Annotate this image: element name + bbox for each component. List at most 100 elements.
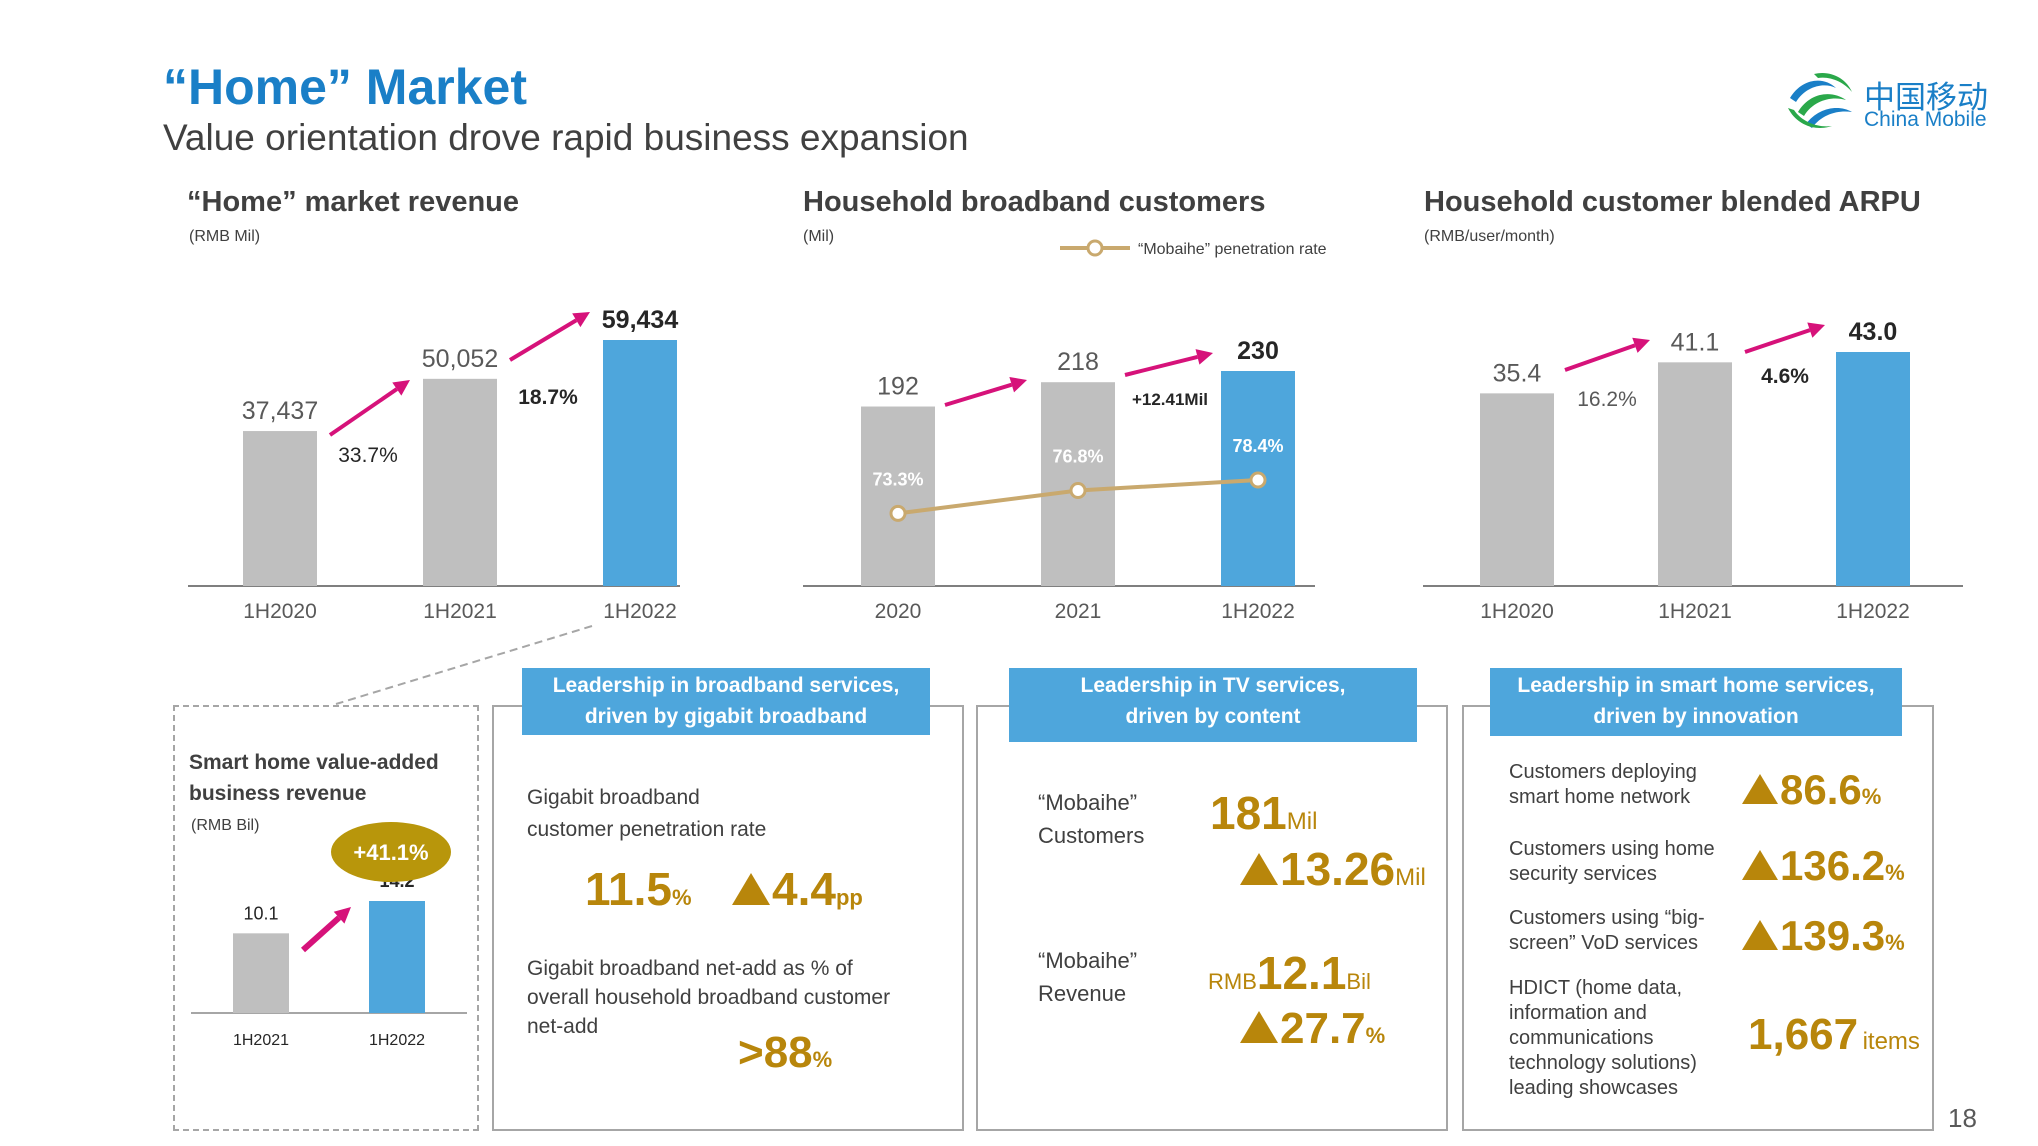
penetration-label: 73.3%: [872, 469, 923, 489]
growth-arrow-head: [572, 312, 590, 328]
bar: [369, 901, 425, 1013]
mobaihe-customers-delta-unit: Mil: [1395, 864, 1426, 891]
connector-line: [335, 625, 593, 705]
hdict-label: HDICT (home data, information and commun…: [1509, 976, 1697, 1101]
mobaihe-revenue-delta-number: 27.7: [1280, 1004, 1366, 1053]
data-label: 230: [1237, 337, 1279, 365]
up-triangle-icon: [1742, 774, 1778, 804]
gigabit-penetration-delta-unit: pp: [835, 885, 863, 910]
mobaihe-customers-label-line1: “Mobaihe”: [1038, 790, 1138, 815]
tick-label: 2021: [1055, 600, 1102, 623]
hdict-unit: items: [1862, 1028, 1920, 1055]
growth-arrow-head: [1009, 377, 1027, 393]
tick-label: 1H2021: [423, 600, 497, 623]
data-label: 50,052: [422, 345, 498, 373]
hdict-number: 1,667: [1748, 1010, 1859, 1059]
gigabit-netadd-value: >88%: [738, 1028, 832, 1078]
mobaihe-customers-label: “Mobaihe” Customers: [1038, 786, 1144, 852]
smarthome-row-label: Customers deploying smart home network: [1509, 760, 1697, 810]
hdict-line2: information and: [1509, 1002, 1647, 1024]
logo-text-en: China Mobile: [1864, 108, 1987, 131]
data-label: 43.0: [1849, 318, 1898, 346]
gigabit-netadd-unit: %: [812, 1047, 833, 1072]
up-triangle-icon: [732, 873, 770, 905]
tick-label: 2020: [875, 600, 922, 623]
gigabit-penetration-unit: %: [672, 885, 692, 910]
gigabit-penetration-value: 11.5%: [585, 862, 692, 916]
tick-label: 1H2021: [233, 1032, 289, 1049]
tick-label: 1H2021: [1658, 600, 1732, 623]
page-title: “Home” Market: [163, 59, 527, 115]
smarthome-row3-line2: screen” VoD services: [1509, 932, 1698, 954]
smarthome-row3-line1: Customers using “big-: [1509, 907, 1705, 929]
smarthome-row-value: 139.3%: [1742, 912, 1905, 960]
tick-label: 1H2022: [1221, 600, 1295, 623]
gigabit-netadd-label-line1: Gigabit broadband net-add as % of: [527, 957, 853, 980]
growth-arrow: [1124, 354, 1198, 377]
growth-arrow: [1564, 343, 1636, 372]
smarthome-row-value: 136.2%: [1742, 842, 1905, 890]
growth-arrow-head: [1195, 349, 1213, 365]
mobaihe-revenue-delta: 27.7%: [1240, 1004, 1385, 1054]
mobaihe-revenue-label: “Mobaihe” Revenue: [1038, 944, 1137, 1010]
hdict-line4: technology solutions): [1509, 1052, 1697, 1074]
tick-label: 1H2022: [369, 1032, 425, 1049]
growth-arrow: [300, 915, 342, 953]
broadband-panel-header: Leadership in broadband services, driven…: [522, 668, 930, 735]
tick-label: 1H2022: [603, 600, 677, 623]
up-triangle-icon: [1742, 850, 1778, 880]
smart-home-vas-box: Smart home value-added business revenue …: [173, 705, 479, 1131]
chart3-unit: (RMB/user/month): [1424, 228, 1555, 245]
growth-arrow-head: [333, 907, 351, 924]
hdict-line1: HDICT (home data,: [1509, 977, 1683, 999]
smarthome-row2-line2: security services: [1509, 863, 1657, 885]
chart2-title: Household broadband customers: [803, 186, 1266, 218]
smarthome-row1-line1: Customers deploying: [1509, 761, 1697, 783]
growth-label: 4.6%: [1761, 365, 1809, 388]
bar: [1658, 362, 1732, 586]
gigabit-penetration-delta-number: 4.4: [772, 863, 836, 915]
home-revenue-chart: 37,437 1H2020 50,052 1H2021 59,434 1H2022 33.7…: [188, 306, 680, 623]
vas-chart: 10.11H202114.21H2022+41.1%: [191, 822, 467, 1049]
data-label: 37,437: [242, 397, 318, 425]
smarthome-row-label: Customers using home security services: [1509, 837, 1715, 887]
mobaihe-customers-unit: Mil: [1286, 808, 1318, 835]
gigabit-penetration-number: 11.5: [585, 863, 672, 915]
gigabit-netadd-label-line3: net-add: [527, 1015, 599, 1038]
growth-arrow-head: [392, 380, 410, 396]
hdict-line5: leading showcases: [1509, 1077, 1678, 1099]
penetration-point: [889, 504, 907, 522]
smarthome-row2-unit: %: [1885, 860, 1905, 885]
growth-arrow-head: [1632, 337, 1650, 353]
gigabit-netadd-label-line2: overall household broadband customer: [527, 986, 891, 1009]
growth-label: 18.7%: [518, 386, 578, 409]
smarthome-header-line1: Leadership in smart home services,: [1517, 674, 1875, 697]
mobaihe-customers-label-line2: Customers: [1038, 823, 1145, 848]
gigabit-penetration-label-line2: customer penetration rate: [527, 818, 767, 841]
smarthome-row2-number: 136.2: [1780, 842, 1886, 889]
gigabit-netadd-label: Gigabit broadband net-add as % of overal…: [527, 954, 890, 1041]
chart3-title: Household customer blended ARPU: [1424, 186, 1921, 218]
bar: [1836, 352, 1910, 586]
tv-panel-header: Leadership in TV services, driven by con…: [1009, 668, 1417, 742]
mobaihe-revenue-number: 12.1: [1256, 947, 1347, 999]
broadband-panel: [492, 705, 964, 1131]
broadband-header-line2: driven by gigabit broadband: [584, 705, 868, 728]
chart1-unit: (RMB Mil): [189, 228, 261, 245]
data-label: 218: [1057, 348, 1099, 376]
tick-label: 1H2020: [1480, 600, 1554, 623]
data-label: 192: [877, 373, 919, 401]
tick-label: 1H2020: [243, 600, 317, 623]
tick-label: 1H2022: [1836, 600, 1910, 623]
mobaihe-revenue-label-line1: “Mobaihe”: [1038, 948, 1138, 973]
gigabit-netadd-number: >88: [738, 1028, 813, 1077]
vas-unit: (RMB Bil): [191, 817, 260, 834]
mobaihe-customers-delta-number: 13.26: [1280, 843, 1396, 895]
tv-panel: [976, 705, 1448, 1131]
china-mobile-logo-icon: [1788, 72, 1852, 128]
bar: [1480, 393, 1554, 586]
tv-header-line2: driven by content: [1125, 705, 1301, 728]
mobaihe-customers-value: 181Mil: [1210, 786, 1317, 840]
smarthome-row2-line1: Customers using home: [1509, 838, 1715, 860]
growth-label: 16.2%: [1577, 388, 1637, 411]
